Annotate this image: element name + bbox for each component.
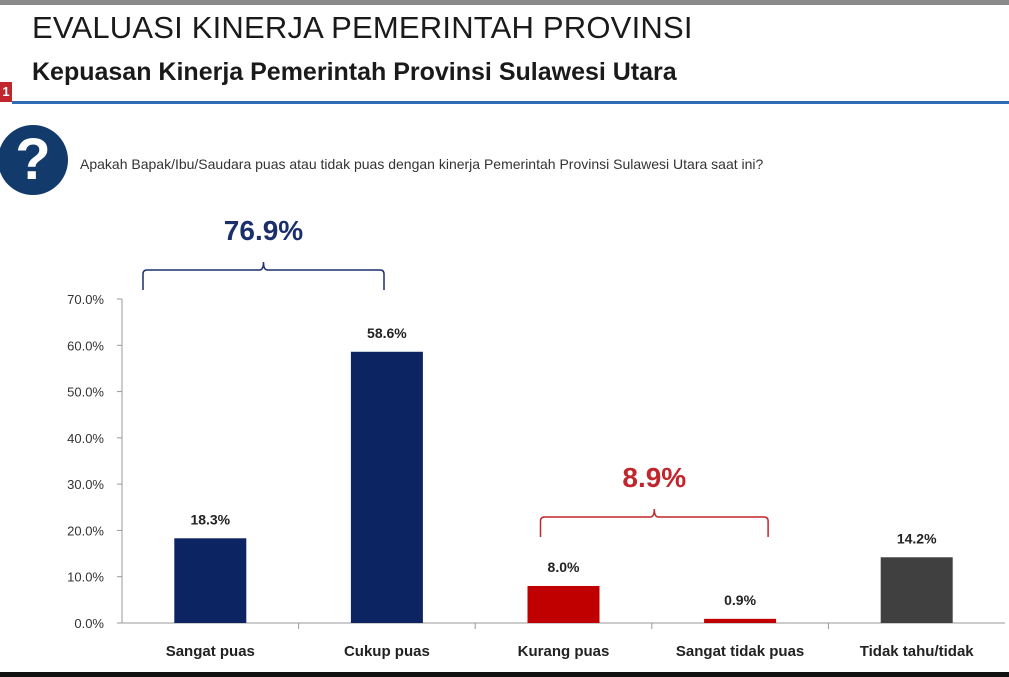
- bottom-bar: [0, 672, 1009, 677]
- y-tick-label: 70.0%: [67, 292, 104, 307]
- top-bar: [0, 0, 1009, 5]
- category-label: Tidak tahu/tidak: [860, 643, 975, 660]
- category-label: Kurang puas: [518, 643, 610, 660]
- bar-kurang-puas: [527, 585, 600, 623]
- category-label: Sangat puas: [166, 643, 255, 660]
- bracket-total-label: 8.9%: [622, 462, 686, 493]
- y-tick-label: 40.0%: [67, 431, 104, 446]
- y-tick-label: 60.0%: [67, 338, 104, 353]
- survey-question: Apakah Bapak/Ibu/Saudara puas atau tidak…: [80, 156, 764, 172]
- data-label: 14.2%: [897, 530, 937, 546]
- bar-sangat-tidak-puas: [704, 618, 777, 623]
- data-label: 18.3%: [190, 511, 230, 527]
- bar-sangat-puas: [174, 538, 247, 623]
- bracket-total-label: 76.9%: [224, 215, 303, 246]
- bar-tidak-tahu-tidak: [880, 557, 953, 623]
- y-tick-label: 10.0%: [67, 570, 104, 585]
- question-mark-icon: ?: [0, 125, 68, 195]
- data-label: 8.0%: [548, 559, 580, 575]
- category-label: Sangat tidak puas: [676, 643, 804, 660]
- page-subtitle: Kepuasan Kinerja Pemerintah Provinsi Sul…: [32, 58, 677, 86]
- y-tick-label: 50.0%: [67, 385, 104, 400]
- slide-number-badge: 1: [0, 82, 12, 102]
- y-tick-label: 30.0%: [67, 477, 104, 492]
- data-label: 58.6%: [367, 325, 407, 341]
- category-label: Cukup puas: [344, 643, 430, 660]
- page-title: EVALUASI KINERJA PEMERINTAH PROVINSI: [32, 10, 693, 45]
- bracket: [142, 261, 385, 290]
- data-label: 0.9%: [724, 592, 756, 608]
- bar-cukup-puas: [350, 351, 423, 623]
- y-tick-label: 20.0%: [67, 523, 104, 538]
- y-tick-label: 0.0%: [74, 616, 104, 631]
- bracket: [539, 508, 769, 537]
- header-divider: [12, 101, 1009, 104]
